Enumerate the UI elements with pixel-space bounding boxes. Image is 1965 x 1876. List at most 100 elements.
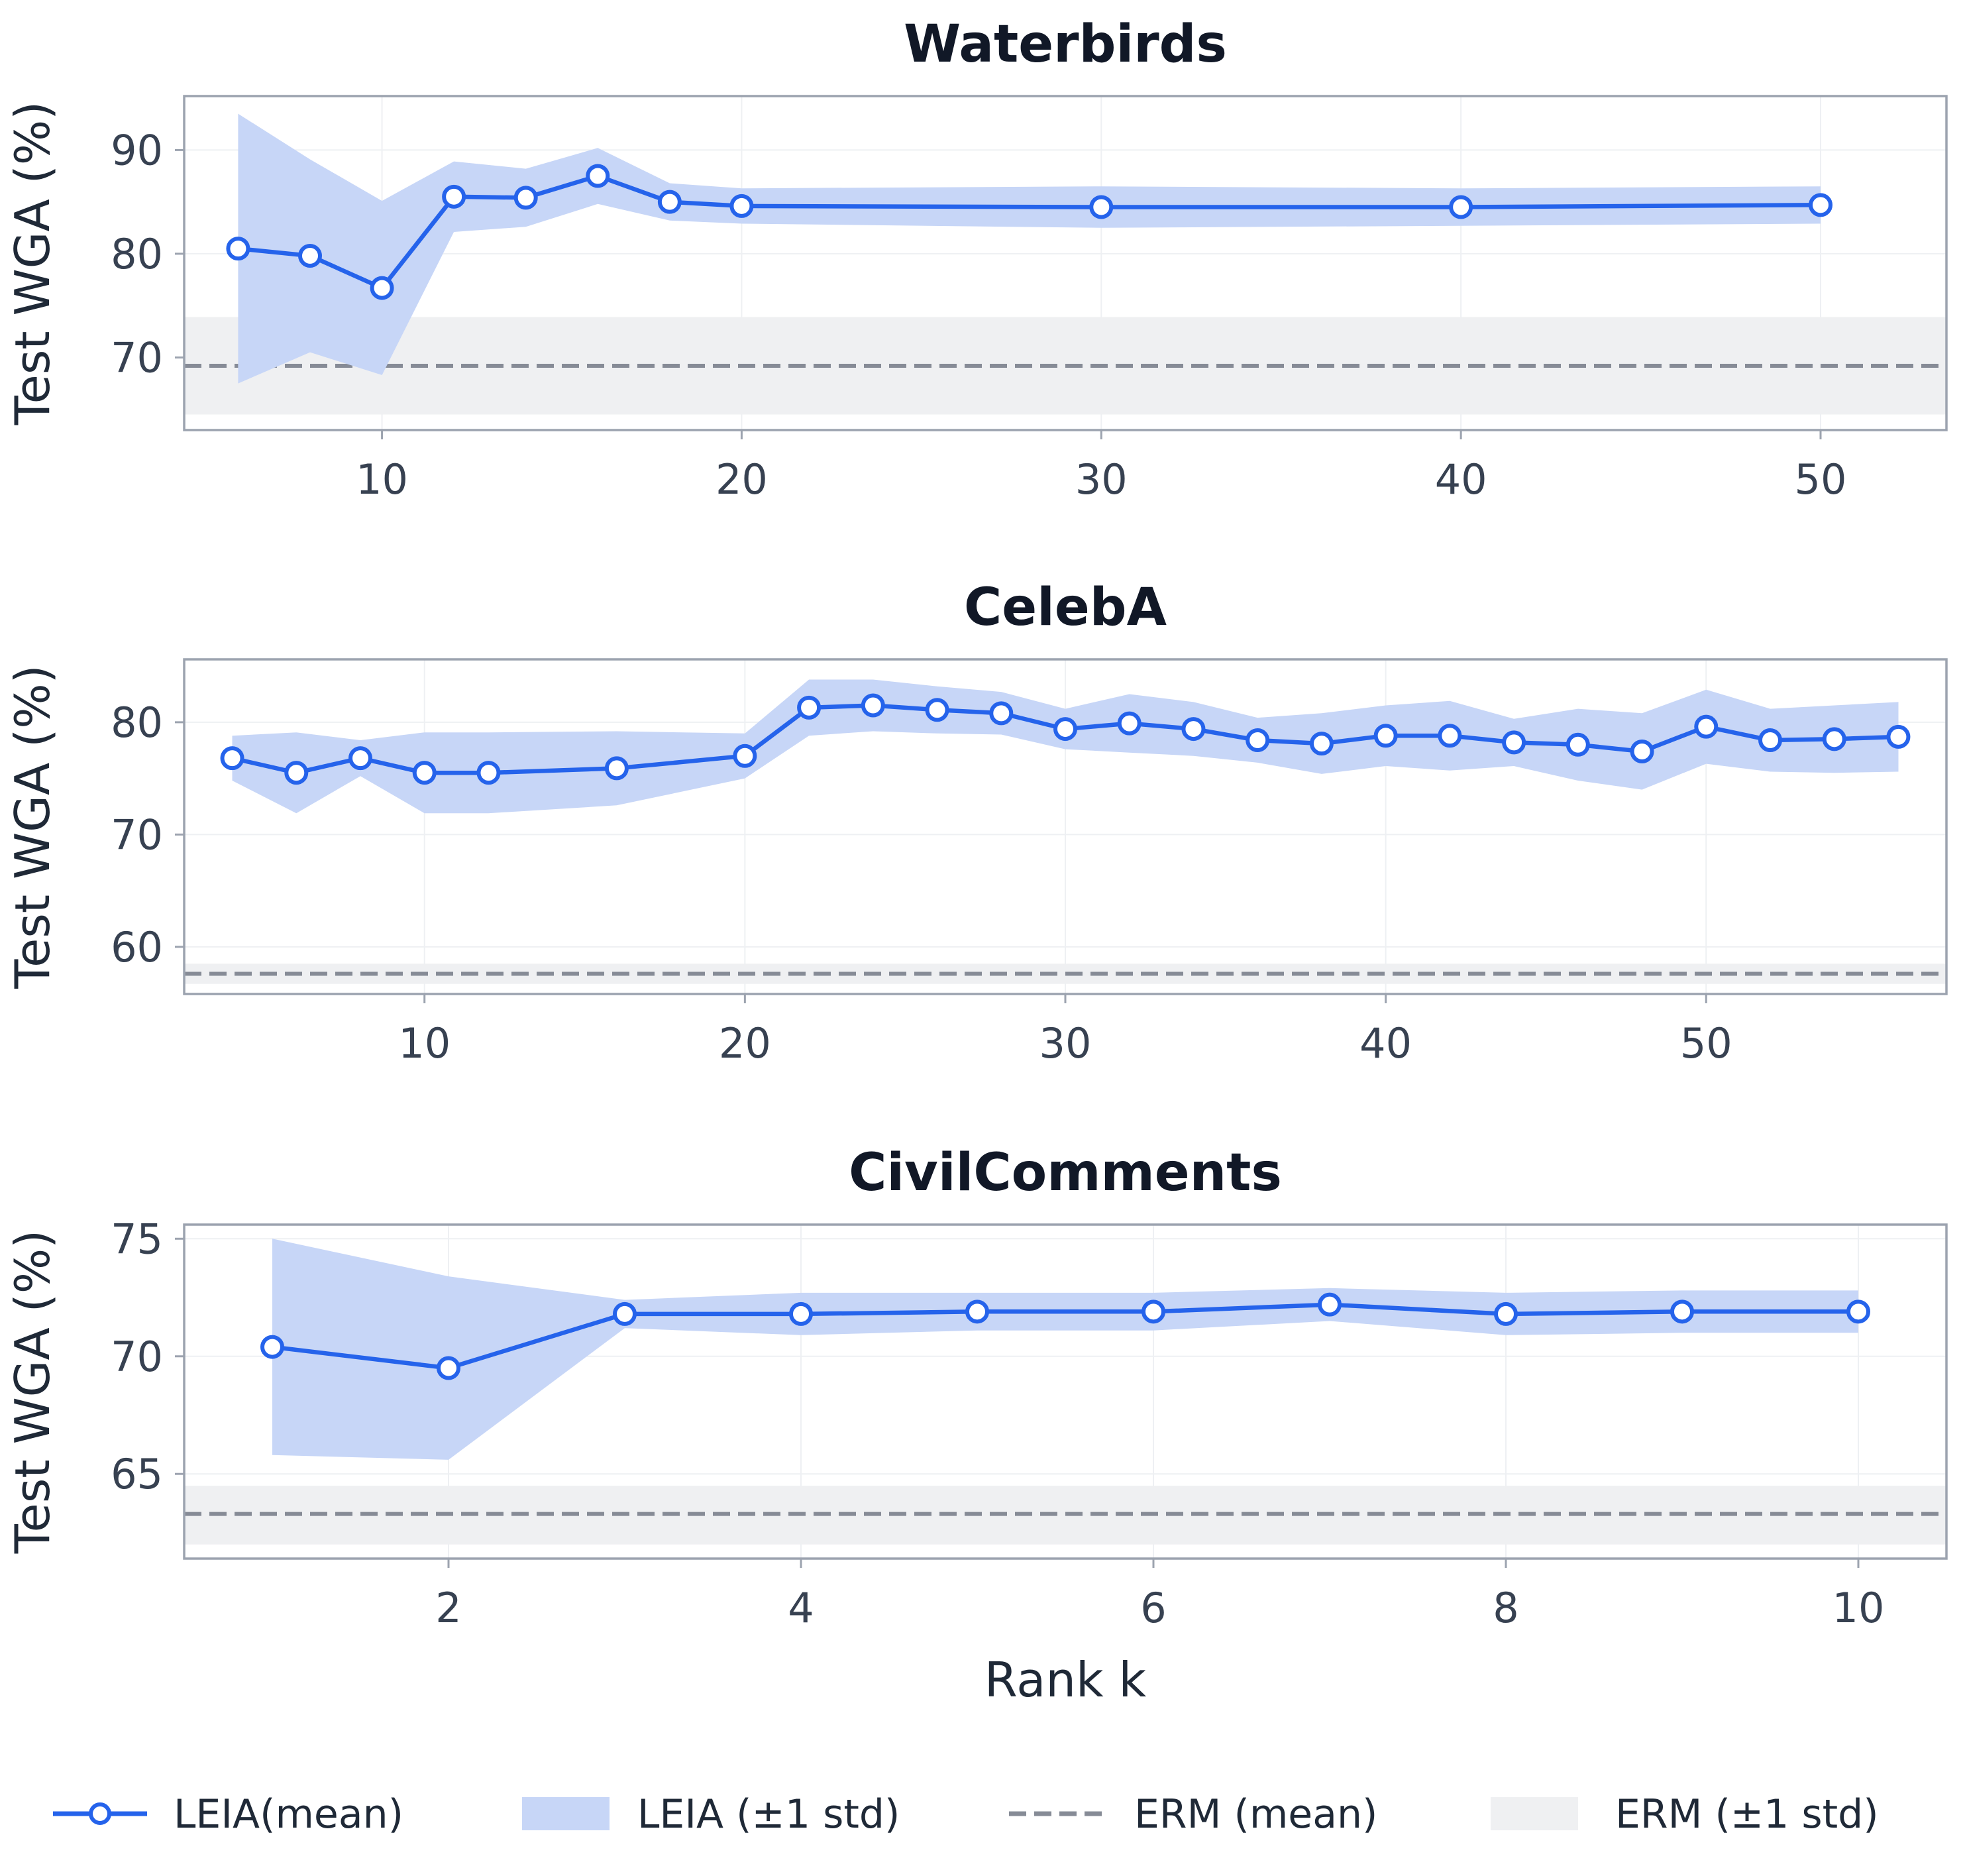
x-tick-label-celeba-3: 40	[1359, 1019, 1412, 1068]
plot-area-waterbirds	[184, 96, 1946, 430]
x-tick-label-civilcomments-1: 4	[788, 1584, 814, 1632]
leia-point-celeba-5	[604, 756, 629, 781]
x-tick-label-celeba-0: 10	[398, 1019, 451, 1068]
leia-point-civilcomments-7	[1494, 1301, 1518, 1326]
leia-point-celeba-12	[1117, 711, 1142, 736]
legend-erm-std-label: ERM (±1 std)	[1615, 1791, 1879, 1838]
leia-point-waterbirds-7	[729, 193, 754, 218]
y-tick-label-civilcomments-2: 75	[111, 1215, 163, 1263]
legend-leia-mean-marker	[89, 1802, 111, 1825]
y-tick-label-waterbirds-1: 80	[111, 230, 163, 278]
leia-point-celeba-10	[989, 701, 1014, 726]
y-tick-label-civilcomments-1: 70	[111, 1333, 163, 1381]
chart-title-celeba: CelebA	[964, 578, 1167, 637]
leia-point-celeba-3	[412, 761, 437, 785]
leia-point-celeba-24	[1886, 724, 1911, 749]
panels: Waterbirds Test WGA (%) 10 20 30 40 50 70 80 90 Ce…	[5, 15, 1948, 1708]
plot-area-celeba	[184, 659, 1946, 994]
leia-point-celeba-11	[1053, 717, 1077, 742]
leia-point-waterbirds-8	[1089, 195, 1114, 219]
legend-item-leia-std: LEIA (±1 std)	[522, 1791, 900, 1838]
leia-point-civilcomments-2	[613, 1301, 637, 1326]
leia-point-waterbirds-1	[298, 244, 322, 268]
x-tick-label-waterbirds-2: 30	[1075, 455, 1128, 504]
leia-point-civilcomments-6	[1318, 1292, 1342, 1317]
leia-point-waterbirds-0	[226, 237, 250, 261]
leia-point-civilcomments-9	[1846, 1299, 1870, 1324]
leia-point-celeba-8	[861, 693, 885, 718]
panel-civilcomments: CivilComments Test WGA (%) Rank k 2 4 6 8 10 65 7…	[5, 1143, 1948, 1708]
leia-point-celeba-23	[1822, 727, 1846, 751]
legend-item-erm-std: ERM (±1 std)	[1491, 1791, 1879, 1838]
leia-point-celeba-7	[797, 695, 822, 720]
leia-point-waterbirds-3	[442, 184, 466, 209]
x-tick-label-celeba-2: 30	[1039, 1019, 1092, 1068]
axes-frame-civilcomments	[183, 1223, 1948, 1560]
leia-std-band-waterbirds	[238, 113, 1821, 384]
leia-point-celeba-4	[476, 761, 501, 785]
x-tick-label-celeba-4: 50	[1680, 1019, 1732, 1068]
chart-title-civilcomments: CivilComments	[849, 1143, 1282, 1203]
y-axis-label-celeba: Test WGA (%)	[5, 665, 60, 989]
x-tick-label-waterbirds-3: 40	[1435, 455, 1487, 504]
leia-point-celeba-0	[220, 746, 244, 771]
x-tick-label-civilcomments-4: 10	[1832, 1584, 1885, 1632]
x-tick-label-civilcomments-3: 8	[1493, 1584, 1518, 1632]
leia-point-waterbirds-2	[370, 276, 394, 300]
leia-point-waterbirds-10	[1809, 193, 1832, 217]
legend-leia-std-label: LEIA (±1 std)	[637, 1791, 900, 1838]
leia-point-celeba-13	[1181, 717, 1206, 742]
x-tick-label-civilcomments-0: 2	[435, 1584, 461, 1632]
panel-celeba: CelebA Test WGA (%) 10 20 30 40 50 60 70 80	[5, 578, 1948, 1068]
leia-mean-line-civilcomments	[272, 1302, 1858, 1370]
legend-item-erm-mean: ERM (mean)	[1009, 1791, 1377, 1838]
leia-std-band-celeba	[232, 679, 1899, 814]
leia-point-civilcomments-0	[260, 1335, 284, 1359]
x-tick-label-waterbirds-0: 10	[356, 455, 408, 504]
leia-point-celeba-2	[348, 746, 372, 771]
leia-point-waterbirds-4	[513, 186, 538, 210]
legend-leia-std-swatch	[522, 1797, 610, 1830]
leia-point-waterbirds-6	[657, 190, 682, 214]
x-tick-label-waterbirds-4: 50	[1795, 455, 1847, 504]
y-tick-label-waterbirds-0: 70	[111, 333, 163, 382]
leia-point-civilcomments-3	[789, 1301, 813, 1326]
axes-frame-waterbirds	[183, 95, 1948, 431]
leia-point-celeba-22	[1758, 728, 1782, 753]
plot-area-civilcomments	[184, 1225, 1946, 1559]
leia-point-celeba-19	[1566, 732, 1590, 757]
leia-point-civilcomments-5	[1142, 1299, 1165, 1324]
legend: LEIA(mean) LEIA (±1 std) ERM (mean) ERM …	[53, 1791, 1879, 1838]
x-tick-label-waterbirds-1: 20	[716, 455, 768, 504]
leia-point-celeba-1	[284, 761, 309, 785]
x-axis-label-civilcomments: Rank k	[984, 1652, 1147, 1708]
y-tick-label-celeba-0: 60	[111, 923, 163, 971]
leia-point-celeba-6	[733, 744, 757, 768]
leia-point-civilcomments-4	[965, 1299, 989, 1324]
y-tick-label-celeba-1: 70	[111, 810, 163, 859]
y-tick-label-civilcomments-0: 65	[111, 1450, 163, 1498]
legend-item-leia-mean: LEIA(mean)	[53, 1791, 403, 1838]
leia-point-celeba-21	[1694, 714, 1719, 739]
leia-std-band-civilcomments	[272, 1239, 1858, 1460]
leia-point-civilcomments-8	[1670, 1299, 1694, 1324]
y-tick-label-celeba-2: 80	[111, 698, 163, 747]
x-tick-label-civilcomments-2: 6	[1140, 1584, 1166, 1632]
leia-point-waterbirds-9	[1449, 195, 1473, 219]
leia-point-celeba-14	[1246, 728, 1270, 753]
leia-point-celeba-15	[1309, 732, 1334, 756]
y-axis-label-waterbirds: Test WGA (%)	[5, 101, 60, 425]
leia-point-celeba-17	[1438, 724, 1462, 748]
y-axis-label-civilcomments: Test WGA (%)	[5, 1230, 60, 1554]
legend-erm-mean-label: ERM (mean)	[1134, 1791, 1377, 1838]
leia-point-civilcomments-1	[437, 1356, 460, 1380]
x-tick-label-celeba-1: 20	[719, 1019, 771, 1068]
legend-leia-mean-label: LEIA(mean)	[174, 1791, 403, 1838]
y-tick-label-waterbirds-2: 90	[111, 126, 163, 174]
leia-point-celeba-9	[925, 698, 949, 722]
leia-point-celeba-20	[1630, 739, 1654, 763]
panel-waterbirds: Waterbirds Test WGA (%) 10 20 30 40 50 70 80 90	[5, 15, 1948, 504]
legend-erm-std-swatch	[1491, 1797, 1578, 1830]
leia-point-celeba-16	[1373, 724, 1398, 748]
